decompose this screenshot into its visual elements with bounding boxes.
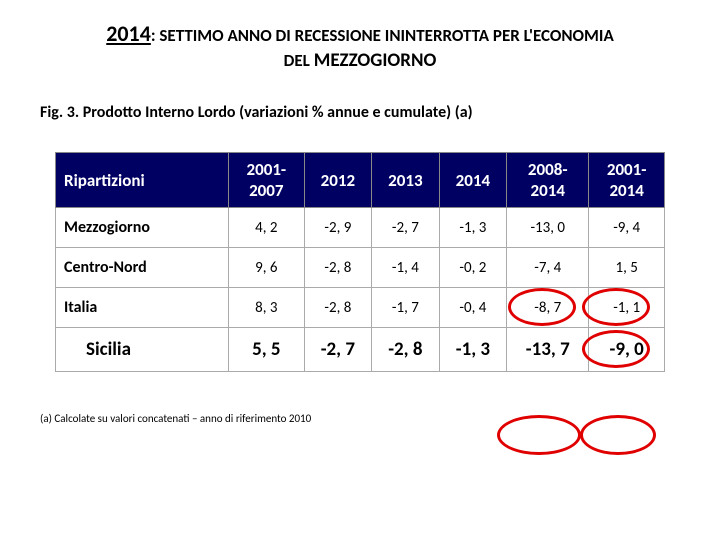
table-row: Mezzogiorno4, 2-2, 9-2, 7-1, 3-13, 0-9, … [56, 208, 665, 248]
cell: -13, 7 [507, 328, 589, 372]
figure-caption: Fig. 3. Prodotto Interno Lordo (variazio… [40, 103, 720, 122]
cell: -7, 4 [507, 248, 589, 288]
cell: -9, 4 [589, 208, 665, 248]
cell: 1, 5 [589, 248, 665, 288]
cell: -1, 7 [372, 288, 440, 328]
title-line1: : SETTIMO ANNO DI RECESSIONE ININTERROTT… [151, 25, 614, 46]
cell: -8, 7 [507, 288, 589, 328]
footnote: (a) Calcolate su valori concatenati – an… [40, 412, 720, 425]
data-table: Ripartizioni 2001-2007 2012 2013 2014 20… [55, 152, 665, 372]
col-2013: 2013 [372, 153, 440, 208]
cell: -2, 8 [304, 248, 372, 288]
cell: -9, 0 [589, 328, 665, 372]
cell: -0, 4 [439, 288, 507, 328]
row-label: Mezzogiorno [56, 208, 229, 248]
cell: -1, 3 [439, 328, 507, 372]
cell: -0, 2 [439, 248, 507, 288]
col-2014: 2014 [439, 153, 507, 208]
table-row: Sicilia5, 5-2, 7-2, 8-1, 3-13, 7-9, 0 [56, 328, 665, 372]
cell: 8, 3 [229, 288, 305, 328]
cell: 5, 5 [229, 328, 305, 372]
cell: -1, 4 [372, 248, 440, 288]
col-ripartizioni: Ripartizioni [56, 153, 229, 208]
cell: -1, 3 [439, 208, 507, 248]
table-row: Centro-Nord9, 6-2, 8-1, 4-0, 2-7, 41, 5 [56, 248, 665, 288]
cell: -13, 0 [507, 208, 589, 248]
row-label: Centro-Nord [56, 248, 229, 288]
col-2008-2014: 2008-2014 [507, 153, 589, 208]
cell: -2, 7 [372, 208, 440, 248]
title-mezz: MEZZOGIORNO [314, 49, 437, 72]
cell: -2, 8 [372, 328, 440, 372]
cell: 9, 6 [229, 248, 305, 288]
cell: -2, 7 [304, 328, 372, 372]
cell: -2, 8 [304, 288, 372, 328]
title-year: 2014 [106, 20, 151, 47]
col-2001-2014: 2001-2014 [589, 153, 665, 208]
cell: -1, 1 [589, 288, 665, 328]
col-2001-2007: 2001-2007 [229, 153, 305, 208]
table-row: Italia8, 3-2, 8-1, 7-0, 4-8, 7-1, 1 [56, 288, 665, 328]
cell: 4, 2 [229, 208, 305, 248]
row-label: Sicilia [56, 328, 229, 372]
page-title: 2014: SETTIMO ANNO DI RECESSIONE ININTER… [0, 20, 720, 73]
row-label: Italia [56, 288, 229, 328]
header-row: Ripartizioni 2001-2007 2012 2013 2014 20… [56, 153, 665, 208]
title-line2: DEL [284, 50, 314, 71]
cell: -2, 9 [304, 208, 372, 248]
col-2012: 2012 [304, 153, 372, 208]
